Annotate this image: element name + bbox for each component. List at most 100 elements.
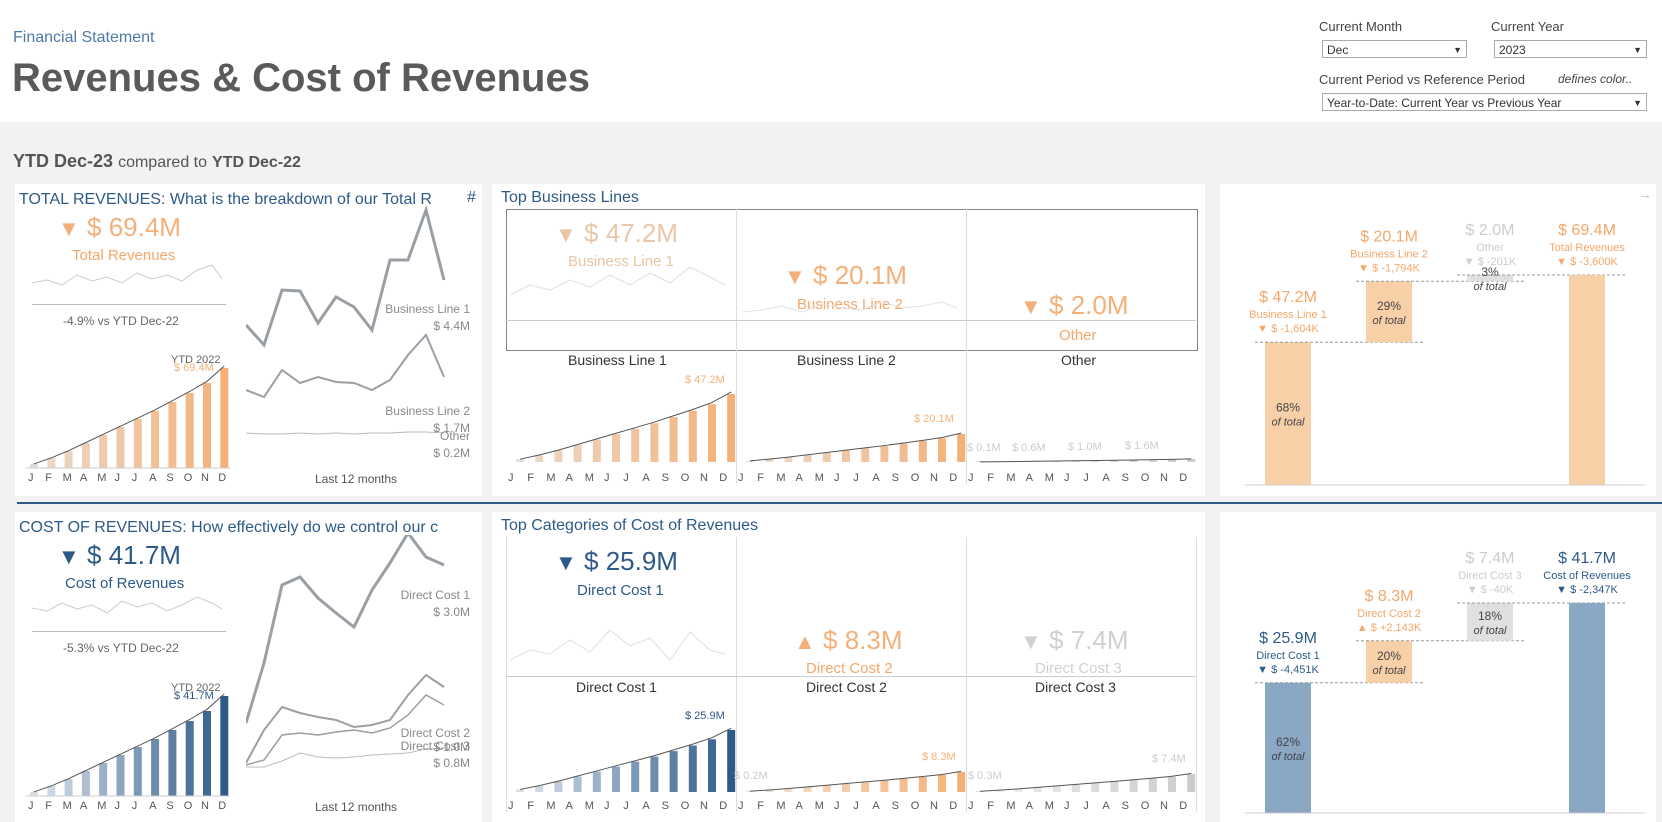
year-label: Current Year	[1491, 19, 1564, 34]
waterfall-pct: 62%	[1276, 735, 1300, 749]
revenues-title: TOTAL REVENUES: What is the breakdown of…	[19, 191, 432, 208]
prior-year-line	[33, 365, 225, 465]
dc2-start-label: $ 0.2M	[734, 770, 768, 782]
dc1-sparkline	[510, 629, 726, 661]
month-tick: J	[28, 472, 34, 484]
prior-year-line	[749, 770, 962, 792]
down-arrow-icon: ▼	[1020, 294, 1042, 319]
costs-kpi: ▼ $ 41.7M	[58, 540, 181, 571]
waterfall-total-bar	[1569, 275, 1605, 485]
ytd-bar	[168, 730, 177, 796]
grid-divider	[506, 676, 1196, 677]
dc1-kpi-label: Direct Cost 1	[577, 582, 664, 599]
grid-divider	[1196, 537, 1197, 812]
other-header: Other	[1061, 352, 1097, 368]
other-kpi: ▼ $ 2.0M	[1020, 290, 1129, 321]
month-tick: A	[1025, 472, 1033, 484]
ytd-bar	[727, 394, 736, 462]
waterfall-delta: ▼ $ -201K	[1464, 256, 1517, 268]
ytd-bar	[116, 427, 125, 468]
ytd-bar	[803, 455, 812, 462]
ytd-bar	[1072, 784, 1080, 792]
month-tick: A	[565, 472, 573, 484]
month-tick: N	[201, 472, 209, 484]
month-tick: S	[166, 800, 174, 812]
expand-arrow-icon[interactable]: →	[1638, 186, 1652, 202]
report-subtitle: Financial Statement	[13, 29, 155, 46]
month-tick: M	[1044, 800, 1054, 812]
ytd-bar	[1072, 460, 1080, 462]
revenues-ytd-label: YTD 2022	[171, 354, 221, 366]
waterfall-of-total: of total	[1473, 625, 1507, 637]
ytd-bar	[151, 411, 160, 468]
month-tick: J	[114, 472, 121, 484]
waterfall-of-total: of total	[1372, 665, 1406, 677]
month-select[interactable]: Dec ▼	[1322, 40, 1467, 58]
ytd-bar	[1014, 788, 1023, 792]
ytd-bar	[784, 788, 793, 792]
month-tick: A	[1025, 800, 1033, 812]
revenues-kpi-label: Total Revenues	[72, 247, 176, 264]
dc3-end-label: $ 7.4M	[1152, 753, 1186, 765]
month-tick: D	[1179, 472, 1188, 484]
ytd-bar	[669, 751, 678, 792]
ytd-bar	[535, 785, 544, 792]
cost-line-2-name: Direct Cost 2	[400, 726, 470, 740]
other-label-3: $ 1.0M	[1068, 441, 1102, 453]
dc2-kpi-label: Direct Cost 2	[806, 660, 893, 677]
waterfall-of-total: of total	[1473, 281, 1507, 293]
dc3-header: Direct Cost 3	[1035, 679, 1116, 695]
ytd-bar	[99, 763, 108, 796]
month-tick: N	[1160, 472, 1168, 484]
ytd-bar	[995, 790, 1004, 792]
page-title: Revenues & Cost of Revenues	[12, 56, 590, 100]
ytd-bar	[918, 441, 927, 462]
year-select[interactable]: 2023 ▼	[1494, 40, 1647, 58]
ytd-bar	[612, 766, 620, 792]
dc1-end-label: $ 25.9M	[685, 710, 725, 722]
grid-divider	[506, 537, 507, 812]
down-arrow-icon: ▼	[1020, 629, 1042, 654]
period-current: YTD Dec-23	[13, 151, 114, 171]
cost-line-1-name: Direct Cost 1	[400, 588, 470, 602]
month-tick: J	[508, 800, 514, 812]
costs-last12-label: Last 12 months	[315, 800, 398, 814]
ytd-bar	[957, 434, 966, 462]
chevron-down-icon: ▼	[1633, 45, 1642, 55]
top-business-ytd-charts	[516, 391, 1196, 463]
month-tick: J	[1064, 472, 1070, 484]
top-business-kpi-frame[interactable]	[506, 209, 1198, 351]
month-tick: J	[131, 800, 138, 812]
month-tick: S	[1121, 472, 1129, 484]
month-tick: J	[834, 800, 840, 812]
ytd-bar	[535, 455, 544, 462]
costs-ytd-chart	[26, 693, 230, 797]
ytd-bar	[1168, 776, 1176, 792]
month-tick: A	[565, 800, 573, 812]
waterfall-name: Direct Cost 3	[1458, 570, 1522, 582]
other-kpi-label: Other	[1059, 327, 1097, 344]
revenues-kpi-value: $ 69.4M	[87, 212, 181, 242]
waterfall-name: Direct Cost 1	[1256, 650, 1320, 662]
ytd-bar	[631, 761, 640, 792]
ytd-bar	[1129, 460, 1138, 462]
hash-icon[interactable]: #	[467, 189, 476, 206]
dc2-kpi: ▲ $ 8.3M	[794, 625, 903, 656]
ytd-bar	[30, 464, 38, 468]
down-arrow-icon: ▼	[555, 550, 577, 575]
period-compared: compared to	[118, 154, 207, 171]
waterfall-of-total: of total	[1271, 417, 1305, 429]
waterfall-of-total: of total	[1271, 751, 1305, 763]
waterfall-name: Direct Cost 2	[1357, 608, 1421, 620]
ytd-bar	[957, 772, 966, 792]
other-kpi-value: $ 2.0M	[1049, 290, 1129, 320]
month-tick: M	[97, 472, 107, 484]
year-value: 2023	[1499, 43, 1526, 57]
month-tick: M	[546, 800, 556, 812]
ytd-bar	[938, 438, 946, 462]
revenues-waterfall-chart: 68% of total $ 47.2M Business Line 1 ▼ $ -1,…	[1245, 222, 1645, 486]
waterfall-total-name: Total Revenues	[1549, 242, 1625, 254]
period-select[interactable]: Year-to-Date: Current Year vs Previous Y…	[1322, 93, 1647, 111]
trend-line	[246, 205, 446, 348]
bl2-kpi-label: Business Line 2	[797, 296, 903, 313]
